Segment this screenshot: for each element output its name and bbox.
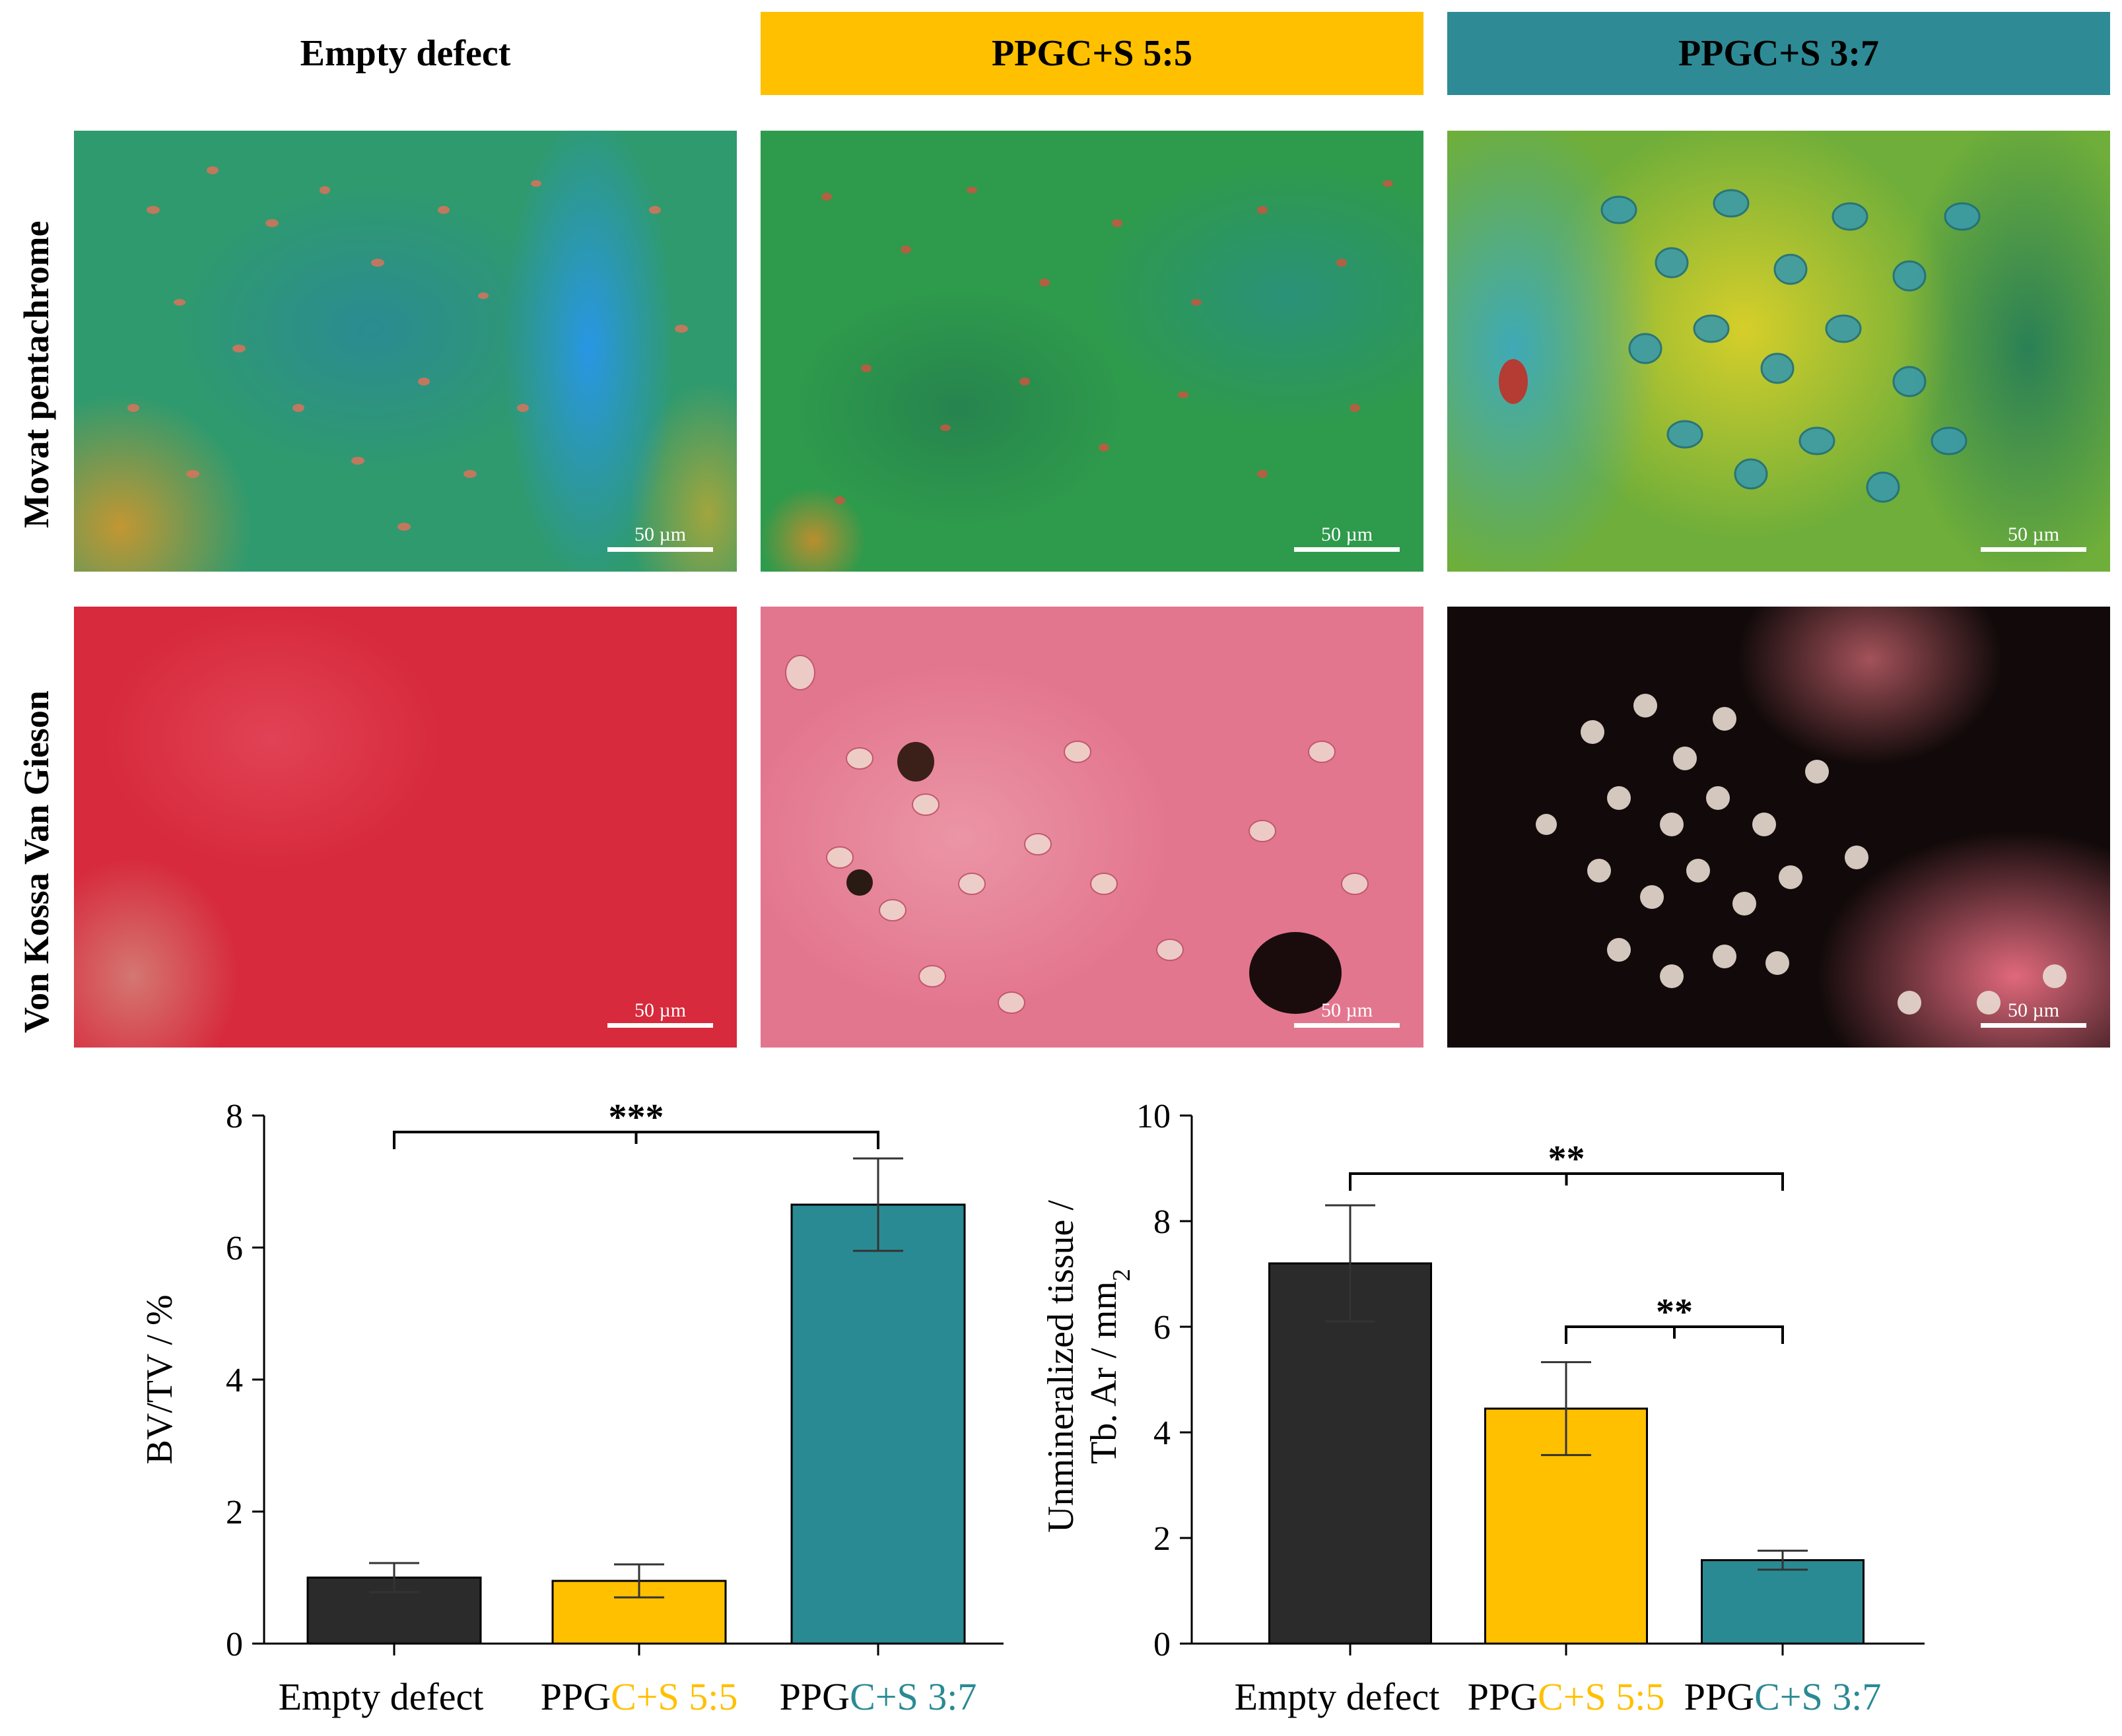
column-header-empty-defect: Empty defect [300, 33, 511, 74]
x-tick-label: PPGC+S 3:7 [1684, 1675, 1882, 1718]
x-tick-label: Empty defect [279, 1675, 484, 1718]
column-header-ppgc-5-5: PPGC+S 5:5 [761, 12, 1423, 95]
micrograph-movat-ppgc-5-5: 50 µm [761, 131, 1423, 572]
cell-lacunae [785, 655, 1369, 1014]
y-tick-label: 0 [1153, 1626, 1171, 1663]
y-tick-label: 6 [226, 1230, 243, 1267]
column-header-ppgc-3-7: PPGC+S 3:7 [1447, 12, 2110, 95]
row-label-movat: Movat pentachrome [17, 220, 56, 528]
x-tick-label: Empty defect [1235, 1675, 1440, 1718]
row-label-von-kossa: Von Kossa Van Gieson [17, 690, 56, 1033]
y-tick-label: 4 [1153, 1415, 1171, 1452]
scale-bar: 50 µm [1294, 523, 1400, 552]
y-tick-label: 6 [1153, 1309, 1171, 1347]
scale-bar: 50 µm [1981, 999, 2086, 1028]
chart-bvtv: BV/TV / % 0 2 4 6 8 *** Empty defect PPGC+S 5… [139, 1097, 1004, 1718]
y-axis-label-line2: Tb. Ar / mm2 [1083, 1269, 1136, 1464]
chondrocyte-lacunae [1499, 189, 1981, 503]
y-tick-label: 8 [1153, 1203, 1171, 1241]
significance-label: ** [1548, 1139, 1585, 1180]
y-tick-label: 2 [226, 1494, 243, 1531]
x-tick-label: PPGC+S 5:5 [541, 1675, 738, 1718]
scale-bar: 50 µm [1294, 999, 1400, 1028]
x-tick-label: PPGC+S 3:7 [780, 1675, 977, 1718]
micrograph-vonkossa-empty-defect: 50 µm [74, 607, 737, 1048]
significance-label: ** [1656, 1292, 1693, 1333]
micrograph-vonkossa-ppgc-3-7: 50 µm [1447, 607, 2110, 1048]
bar [790, 1203, 966, 1645]
cell-nuclei [127, 166, 688, 531]
cell-nuclei [821, 180, 1393, 504]
micrograph-movat-ppgc-3-7: 50 µm [1447, 131, 2110, 572]
micrograph-movat-empty-defect: 50 µm [74, 131, 737, 572]
y-axis-label: BV/TV / % [139, 1294, 180, 1464]
scale-bar: 50 µm [607, 999, 713, 1028]
bar [1701, 1559, 1865, 1645]
chart-unmineralized: Unmineralized tissue / Tb. Ar / mm2 0 2 4 6… [1041, 1098, 1925, 1718]
y-tick-label: 0 [226, 1626, 243, 1663]
micrograph-vonkossa-ppgc-5-5: 50 µm [761, 607, 1423, 1048]
bar-charts: BV/TV / % 0 2 4 6 8 *** Empty defect PPGC+S 5… [139, 1097, 1925, 1718]
significance-label: *** [609, 1097, 664, 1138]
y-axis-label: Unmineralized tissue / [1041, 1200, 1081, 1533]
y-tick-label: 8 [226, 1098, 243, 1135]
mineralized-lacunae [1536, 694, 2067, 1015]
y-axis-label-line1: Unmineralized tissue / [1041, 1200, 1081, 1533]
y-tick-label: 10 [1136, 1098, 1171, 1135]
scale-bar: 50 µm [1981, 523, 2086, 552]
scale-bar: 50 µm [607, 523, 713, 552]
y-tick-label: 2 [1153, 1520, 1171, 1558]
x-tick-label: PPGC+S 5:5 [1468, 1675, 1665, 1718]
y-tick-label: 4 [226, 1362, 243, 1399]
